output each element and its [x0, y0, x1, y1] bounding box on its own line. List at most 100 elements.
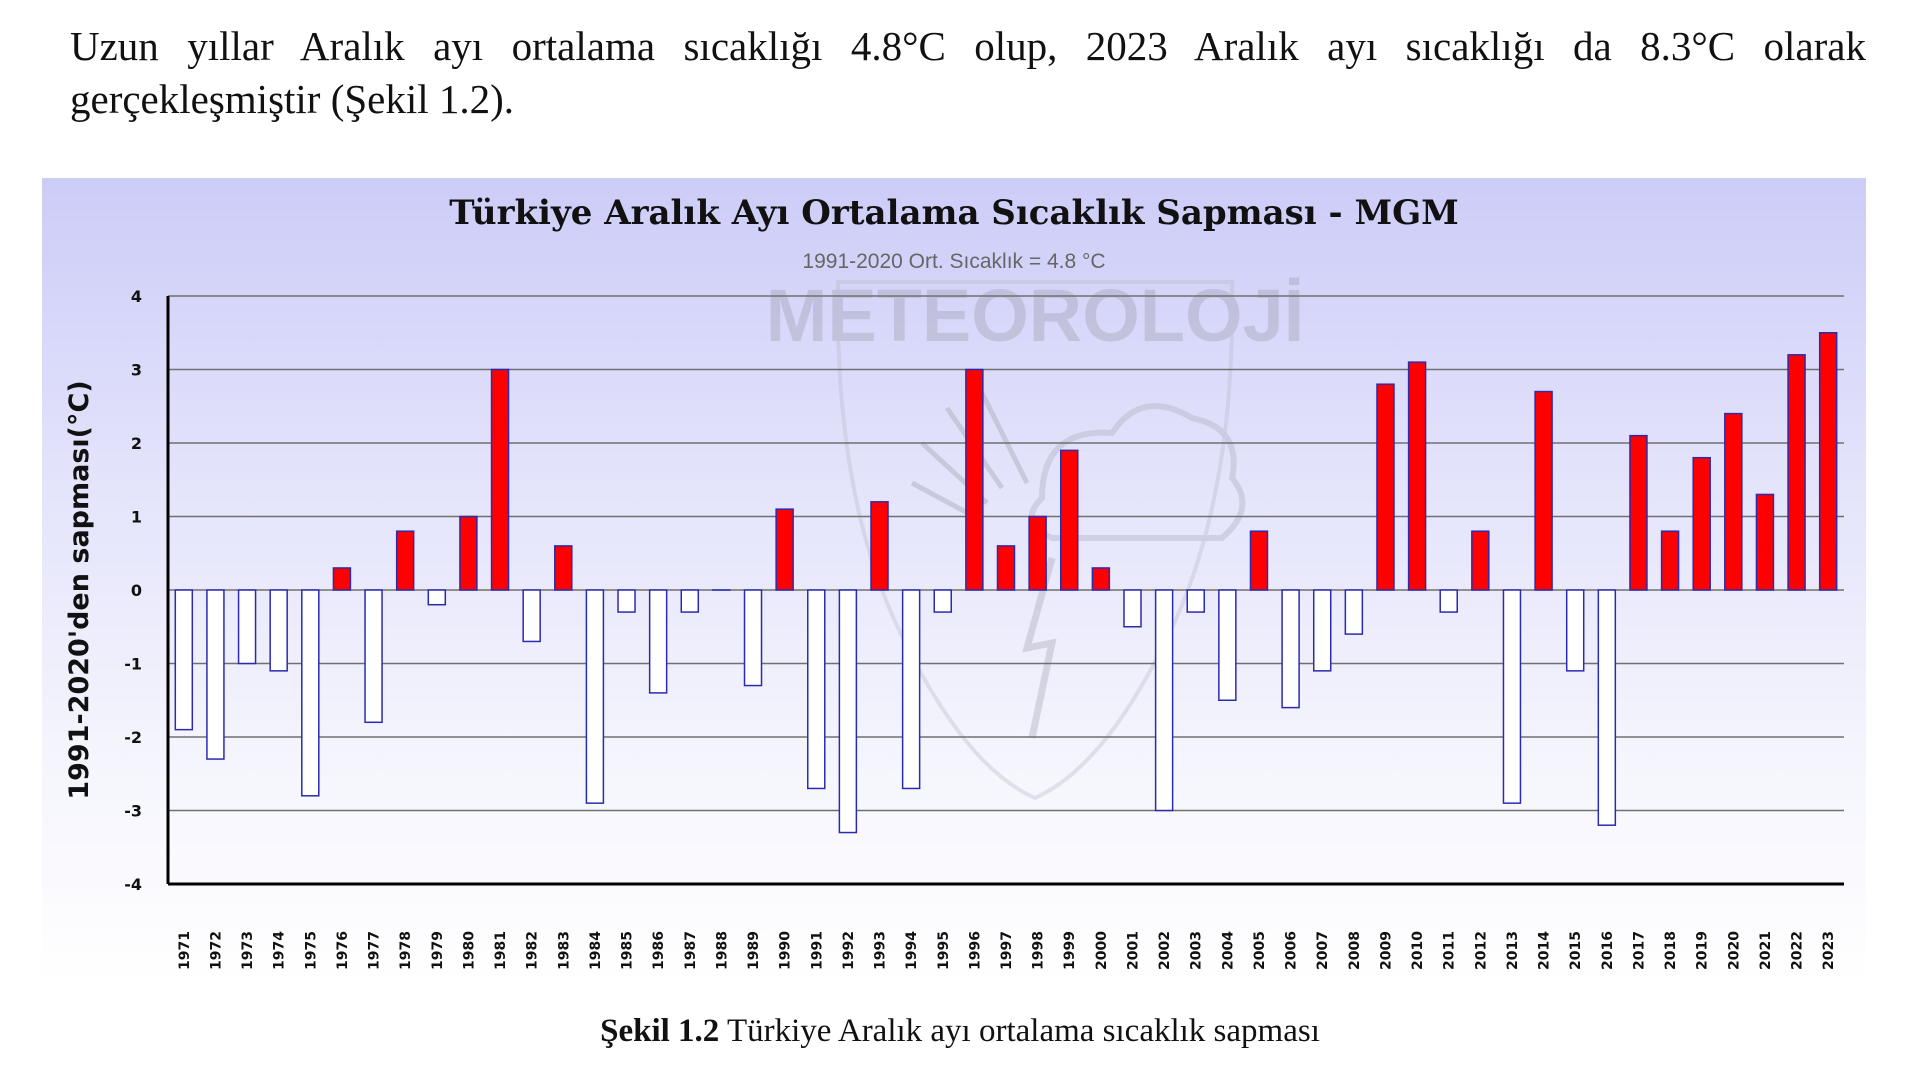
x-tick-label: 2022 [1790, 931, 1806, 970]
bar [1091, 567, 1111, 591]
bar [585, 589, 605, 804]
bar [1755, 493, 1775, 591]
gridlines [168, 295, 1844, 812]
x-tick-label: 1995 [936, 931, 952, 970]
x-tick-label: 2005 [1252, 931, 1268, 970]
bar [1787, 354, 1806, 591]
x-tick-label: 2015 [1568, 931, 1584, 970]
x-tick-label: 1987 [683, 931, 699, 970]
bar [1534, 390, 1553, 591]
bar [1312, 589, 1332, 672]
bar [301, 589, 320, 797]
bar [680, 589, 700, 613]
bar [743, 589, 763, 687]
intro-paragraph: Uzun yıllar Aralık ayı ortalama sıcaklığ… [70, 23, 1866, 122]
bar [269, 589, 288, 672]
x-tick-label: 2018 [1663, 931, 1679, 970]
y-tick-label: 2 [131, 434, 142, 453]
x-tick-label: 1986 [651, 931, 667, 970]
bar [1724, 412, 1743, 591]
bar [1439, 589, 1458, 613]
meteoroloji-watermark-icon: METEOROLOJİ [766, 274, 1304, 801]
x-tick-label: 1976 [335, 931, 351, 970]
x-tick-label: 1979 [430, 931, 446, 970]
bar [1692, 456, 1711, 591]
bar [206, 589, 225, 760]
x-tick-label: 2016 [1600, 931, 1616, 970]
bar [395, 530, 415, 591]
bar [490, 368, 510, 591]
x-tick-label: 1985 [620, 931, 636, 970]
bar [1565, 589, 1585, 672]
bar [427, 589, 447, 606]
x-tick-label: 2020 [1726, 931, 1742, 970]
x-tick-label: 2010 [1410, 931, 1426, 970]
bar [1597, 589, 1617, 826]
bar [1123, 589, 1142, 628]
bar [1344, 589, 1364, 635]
bar [554, 545, 573, 591]
x-tick-label: 2003 [1189, 931, 1205, 970]
bar [648, 589, 668, 694]
x-tick-label: 2017 [1631, 931, 1647, 970]
y-tick-label: 0 [131, 581, 142, 600]
x-tick-label: 2004 [1220, 931, 1236, 970]
bar [1154, 589, 1174, 812]
bar [1218, 589, 1237, 701]
bar [1376, 383, 1395, 591]
bar [996, 545, 1016, 591]
bars [174, 332, 1838, 834]
caption-text: Türkiye Aralık ayı ortalama sıcaklık sap… [719, 1013, 1320, 1049]
x-tick-label: 2002 [1157, 931, 1173, 970]
x-tick-label: 2008 [1347, 931, 1363, 970]
y-tick-label: -4 [124, 875, 142, 894]
x-tick-label: 1972 [208, 931, 224, 970]
bar [1407, 361, 1427, 591]
bar [1502, 589, 1522, 804]
bar [838, 589, 858, 834]
x-tick-label: 2000 [1094, 931, 1110, 970]
bar [933, 589, 953, 613]
bar [522, 589, 541, 643]
x-tick-label: 1996 [967, 931, 983, 970]
chart-subtitle: 1991-2020 Ort. Sıcaklık = 4.8 °C [802, 250, 1105, 273]
x-tick-label: 1989 [746, 931, 762, 970]
x-tick-labels: 1971 1972 1973 1974 1975 1976 1977 1978 1979 1980… [177, 931, 1837, 970]
y-tick-label: 3 [131, 361, 142, 380]
chart-title: Türkiye Aralık Ayı Ortalama Sıcaklık Sap… [449, 193, 1459, 233]
x-tick-label: 1993 [873, 931, 889, 970]
y-axis-label: 1991-2020'den sapması(°C) [64, 380, 95, 799]
bar [965, 368, 984, 591]
x-tick-label: 1980 [461, 931, 477, 970]
y-tick-label: -1 [124, 655, 142, 674]
y-tick-label: -3 [124, 802, 142, 821]
x-tick-label: 2023 [1821, 931, 1837, 970]
y-tick-labels: 4 3 2 1 0 -1 -2 -3 -4 [124, 287, 142, 894]
bar [237, 589, 257, 665]
bar [1471, 530, 1490, 591]
x-tick-label: 1974 [272, 931, 288, 970]
bar [1028, 515, 1047, 591]
y-tick-label: 1 [131, 508, 142, 527]
bar [1660, 530, 1680, 591]
bar [1059, 449, 1079, 591]
bar [870, 501, 889, 591]
x-tick-label: 2007 [1315, 931, 1331, 970]
x-tick-label: 1977 [367, 931, 383, 970]
x-tick-label: 2013 [1505, 931, 1521, 970]
caption-label: Şekil 1.2 [600, 1013, 720, 1049]
x-tick-label: 2014 [1537, 931, 1553, 970]
bar [775, 508, 794, 591]
x-tick-label: 2011 [1442, 931, 1458, 970]
bar [617, 589, 636, 613]
bar [1629, 434, 1648, 591]
x-tick-label: 1981 [493, 931, 509, 970]
x-tick-label: 1978 [398, 931, 414, 970]
bar [174, 589, 194, 731]
x-tick-label: 1997 [999, 931, 1015, 970]
x-tick-label: 2021 [1758, 931, 1774, 970]
bar [364, 589, 383, 724]
x-tick-label: 2019 [1695, 931, 1711, 970]
chart-panel: METEOROLOJİ Türkiye Aralık Ayı Ortalama … [42, 178, 1866, 984]
x-tick-label: 1982 [525, 931, 541, 970]
